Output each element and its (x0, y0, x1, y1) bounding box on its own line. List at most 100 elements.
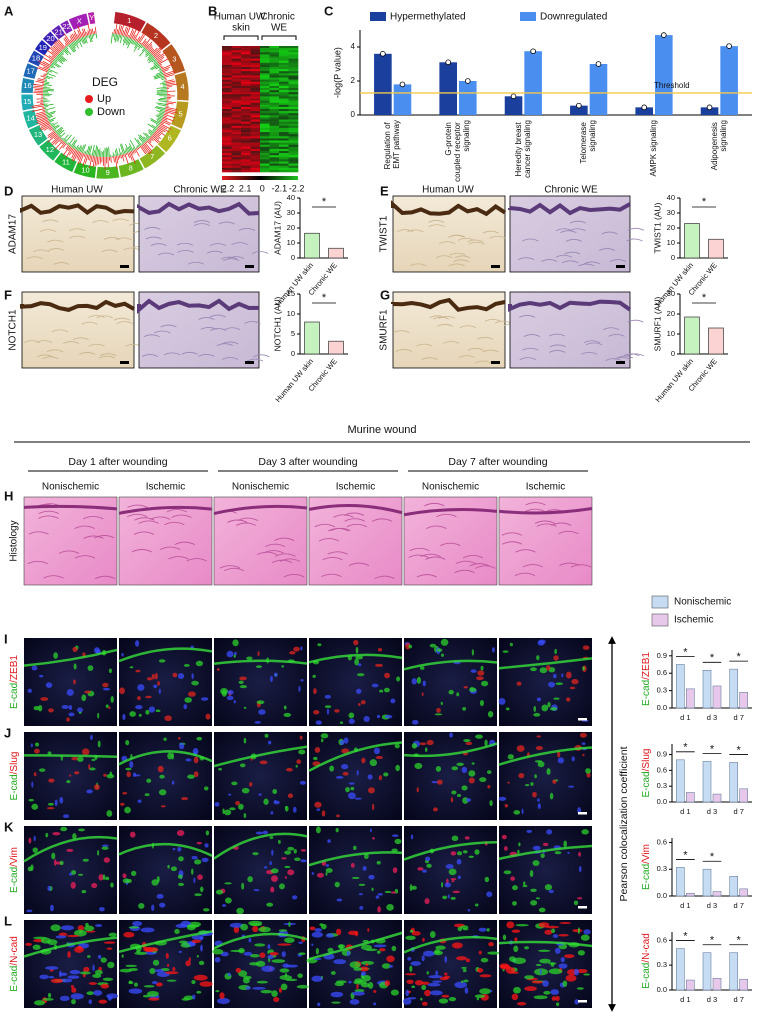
signal (348, 980, 352, 984)
deg-spike (145, 136, 149, 140)
signal (194, 893, 202, 897)
signal (110, 695, 114, 703)
heatmap-cell (250, 81, 261, 85)
heatmap-cell (231, 159, 242, 162)
signal (435, 945, 446, 950)
heatmap-cell (279, 169, 289, 173)
micrograph (499, 826, 592, 914)
signal (334, 709, 340, 713)
heatmap-cell (288, 52, 299, 55)
heatmap-cell (288, 83, 299, 87)
signal (146, 778, 152, 783)
chromosome-label: 2 (154, 31, 158, 40)
y-tick-label: 15 (287, 289, 295, 298)
signal (157, 681, 160, 686)
signal (125, 767, 132, 771)
signal (242, 977, 250, 984)
heatmap-cell (260, 130, 270, 133)
epidermis (213, 504, 308, 515)
deg-spike (127, 38, 133, 49)
scale-bar (616, 361, 625, 364)
deg-spike (137, 134, 146, 143)
heatmap-cell (222, 134, 232, 137)
heatmap-cell (279, 155, 289, 158)
deg-spike (158, 68, 162, 71)
heatmap-cell (269, 123, 280, 127)
deg-spike (154, 131, 161, 137)
heatmap-cell (260, 83, 270, 87)
heatmap-cell (231, 142, 242, 145)
dermis-fiber (583, 261, 601, 265)
signal (224, 882, 232, 885)
signal (100, 957, 107, 963)
deg-spike (61, 137, 64, 140)
heatmap-cell (279, 58, 289, 61)
signal (536, 697, 542, 702)
dermis-fiber (48, 248, 65, 251)
signal (451, 790, 457, 795)
signal (538, 639, 546, 644)
heatmap-cell (260, 165, 270, 169)
heatmap-cell (269, 83, 280, 87)
signal (93, 990, 103, 996)
signal (196, 736, 203, 741)
deg-spike (132, 147, 135, 150)
dermis-fiber (145, 236, 162, 240)
panel-label: B (208, 3, 217, 18)
heatmap-cell (288, 125, 299, 129)
tissue-fiber (469, 563, 490, 567)
signal (281, 665, 285, 668)
bar (374, 53, 392, 115)
signal (456, 956, 467, 961)
heatmap-cell (241, 92, 251, 95)
condition-header: Ischemic (526, 482, 565, 493)
signal (267, 954, 274, 960)
chromosome-segment (20, 77, 35, 94)
heatmap-cell (250, 71, 261, 74)
signal (340, 763, 349, 770)
tissue-fiber (133, 531, 155, 535)
signal (81, 694, 87, 702)
heatmap-cell (222, 48, 232, 51)
signal (362, 866, 367, 871)
dermis-fiber (627, 227, 645, 231)
deg-spike (45, 76, 50, 80)
dermis-fiber (115, 237, 132, 241)
tissue-fiber (344, 518, 365, 522)
tissue-fiber (558, 530, 579, 535)
deg-spike (151, 46, 162, 56)
signal (151, 904, 155, 912)
deg-spike (64, 42, 68, 47)
heatmap-cell (231, 56, 242, 59)
stain-label: ADAM17 (8, 214, 19, 254)
heatmap-cell (260, 167, 270, 171)
deg-spike (85, 35, 88, 39)
deg-spike (150, 63, 159, 70)
signal (411, 885, 417, 890)
deg-spike (48, 55, 55, 60)
signal (325, 872, 328, 876)
signal (40, 937, 52, 944)
signal (325, 933, 335, 938)
deg-spike (159, 67, 161, 70)
signal (165, 971, 179, 975)
deg-spike (42, 60, 51, 66)
signal (451, 766, 459, 771)
heatmap-cell (269, 58, 280, 61)
stain-part: E-cad (641, 771, 652, 797)
heatmap-cell (241, 163, 251, 166)
signal (556, 1002, 560, 1007)
signal (129, 761, 134, 768)
image-title: Chronic WE (173, 185, 227, 196)
panel-label: E (380, 183, 389, 198)
deg-spike (164, 111, 175, 115)
deg-spike (127, 152, 130, 159)
signal (365, 948, 378, 952)
signal (463, 739, 471, 743)
signal (284, 805, 289, 812)
deg-spike (145, 49, 148, 52)
signal (39, 974, 49, 980)
dermis-fiber (523, 334, 541, 337)
deg-spike (121, 154, 125, 162)
deg-spike (131, 28, 138, 40)
